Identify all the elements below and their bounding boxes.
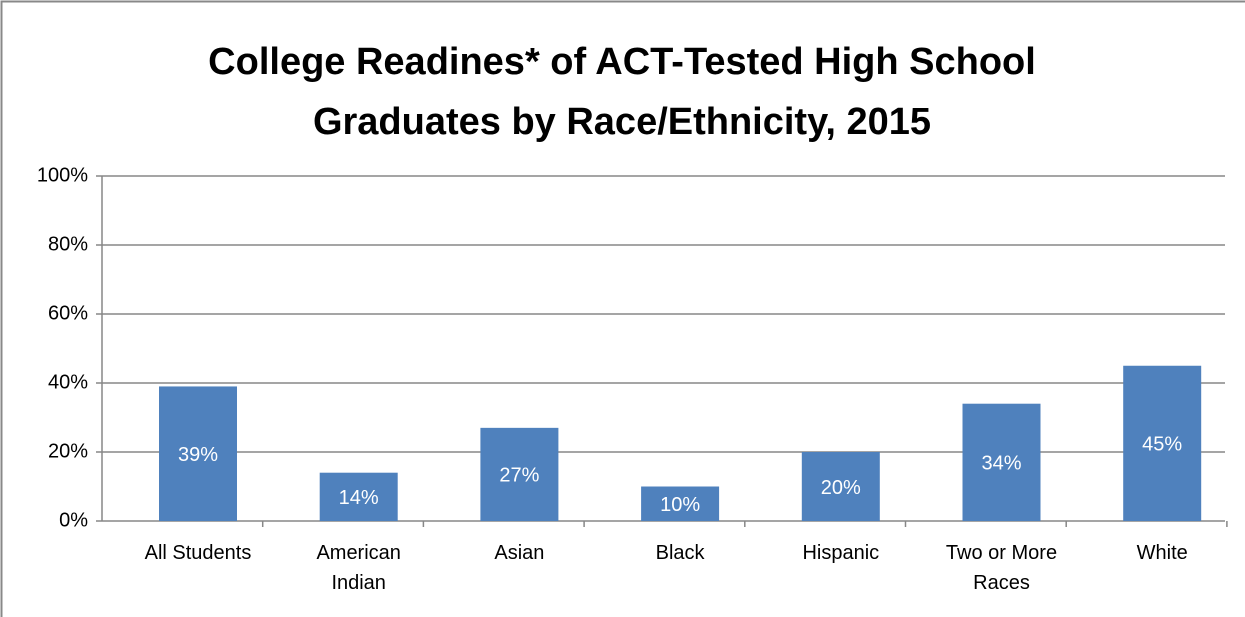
bar: [1123, 365, 1202, 521]
x-tick-label: Two or More Races: [945, 542, 1058, 594]
bar: [801, 452, 880, 521]
x-tick-label-box: Hispanic: [802, 542, 880, 564]
y-tick-label: 40%: [48, 371, 88, 393]
data-label: 14%: [339, 487, 379, 509]
x-tick-label: Asian: [494, 542, 545, 564]
x-tick-label-box: American Indian: [316, 542, 401, 594]
data-label: 34%: [981, 453, 1021, 475]
x-tick-label: American Indian: [316, 542, 401, 594]
bar: [159, 386, 237, 521]
chart-title: Graduates by Race/Ethnicity, 2015: [313, 101, 931, 143]
data-label: 39%: [178, 444, 218, 466]
x-tick-label: Hispanic: [802, 542, 880, 564]
data-label: 45%: [1142, 434, 1182, 456]
y-tick-label: 80%: [48, 233, 88, 255]
bar: [641, 486, 720, 521]
y-tick-label: 60%: [48, 302, 88, 324]
x-tick-label-box: All Students: [144, 542, 252, 564]
chart-title: College Readines* of ACT-Tested High Sch…: [208, 41, 1036, 83]
bar: [962, 403, 1041, 521]
data-label: 10%: [660, 494, 700, 516]
y-tick-label: 0%: [59, 509, 88, 531]
bar: [480, 427, 559, 521]
data-label: 20%: [821, 477, 861, 499]
x-tick-label-box: Black: [655, 542, 705, 564]
data-label: 27%: [499, 465, 539, 487]
x-tick-label: White: [1136, 542, 1188, 564]
x-tick-label-box: Two or More Races: [945, 542, 1058, 594]
x-tick-label: Black: [655, 542, 705, 564]
x-tick-label: All Students: [144, 542, 252, 564]
x-tick-label-box: White: [1136, 542, 1188, 564]
y-tick-label: 100%: [37, 164, 88, 186]
y-tick-label: 20%: [48, 440, 88, 462]
x-tick-label-box: Asian: [494, 542, 545, 564]
bar: [319, 472, 398, 521]
